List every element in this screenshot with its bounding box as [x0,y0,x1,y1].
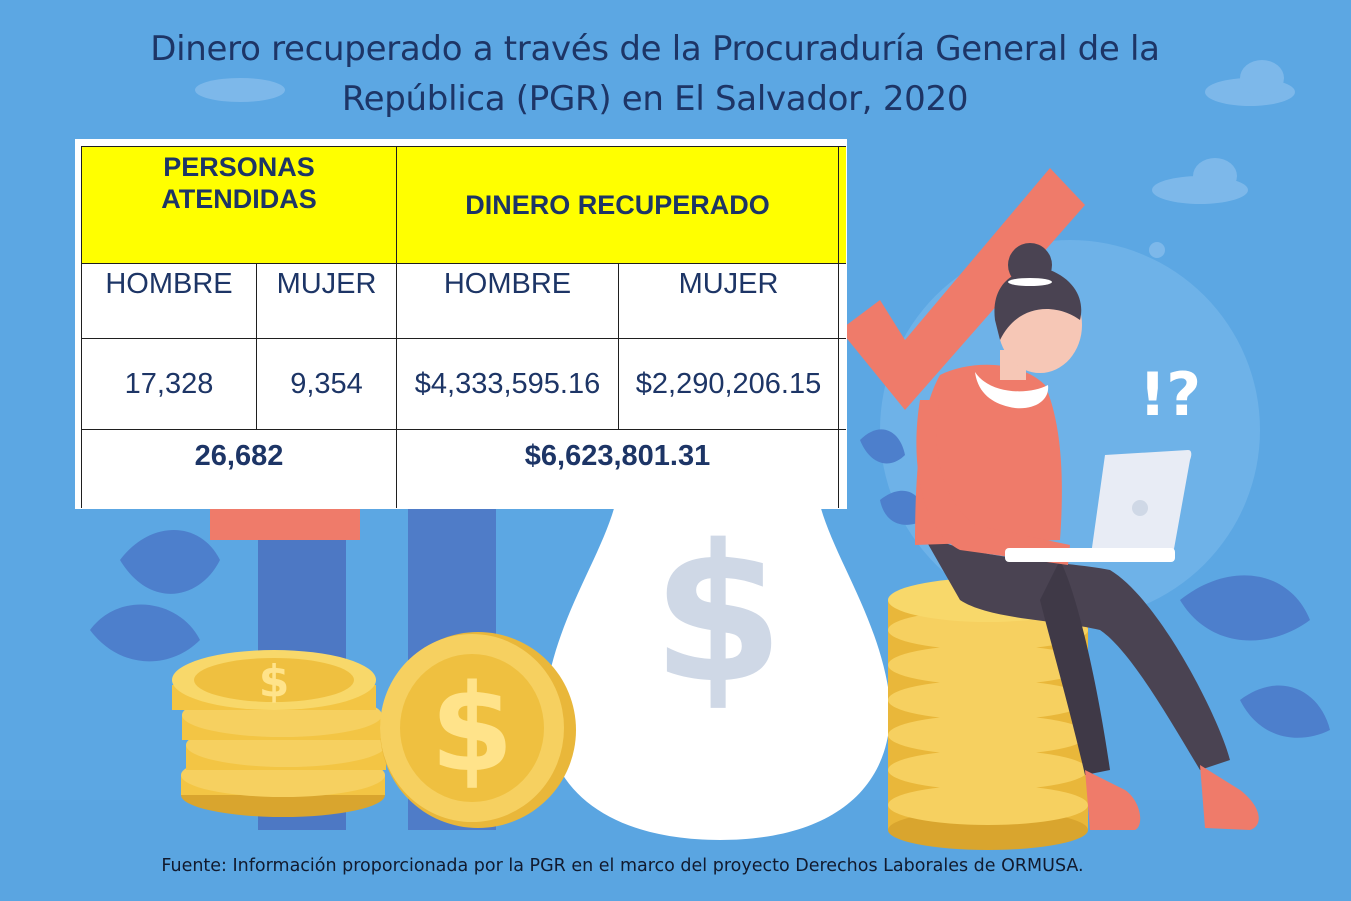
header-persons-attended: PERSONAS ATENDIDAS [80,146,398,264]
subheader-persons-men: HOMBRE [81,263,257,339]
value-persons-women: 9,354 [255,338,398,430]
subheader-money-women: MUJER [618,263,840,339]
table-row: 17,328 9,354 $4,333,595.16 $2,290,206.15 [81,338,846,430]
table-totals-row: 26,682 $6,623,801.31 [80,429,846,508]
exclamation-question-icon: !? [1139,360,1201,430]
value-money-women: $2,290,206.15 [618,338,840,430]
subheader-money-men: HOMBRE [396,263,620,339]
svg-text:$: $ [430,660,514,799]
total-persons: 26,682 [80,429,398,508]
data-table-container: PERSONAS ATENDIDAS DINERO RECUPERADO HOM… [76,140,846,508]
data-table: PERSONAS ATENDIDAS DINERO RECUPERADO HOM… [80,146,846,508]
header-money-recovered: DINERO RECUPERADO [396,146,840,264]
woman-illustration [915,243,1259,830]
table-sub-header-row: HOMBRE MUJER HOMBRE MUJER [81,263,846,339]
table-group-header-row: PERSONAS ATENDIDAS DINERO RECUPERADO [80,146,846,264]
title-line-1: Dinero recuperado a través de la Procura… [150,29,1160,69]
source-note: Fuente: Información proporcionada por la… [161,856,1084,876]
page-title: Dinero recuperado a través de la Procura… [0,24,1310,124]
title-line-2: República (PGR) en El Salvador, 2020 [341,79,969,119]
subheader-persons-women: MUJER [255,263,398,339]
coin-icon: $ [380,632,576,828]
leaf-icon [90,429,1330,738]
svg-text:$: $ [259,656,290,707]
cloud-icon [195,60,1295,258]
checkmark-icon [840,168,1085,410]
value-money-men: $4,333,595.16 [396,338,620,430]
money-bag-icon: $ [544,504,891,840]
value-persons-men: 17,328 [81,338,257,430]
svg-text:$: $ [652,504,784,725]
coin-stack-left: $ [172,650,386,817]
total-money: $6,623,801.31 [396,429,840,508]
